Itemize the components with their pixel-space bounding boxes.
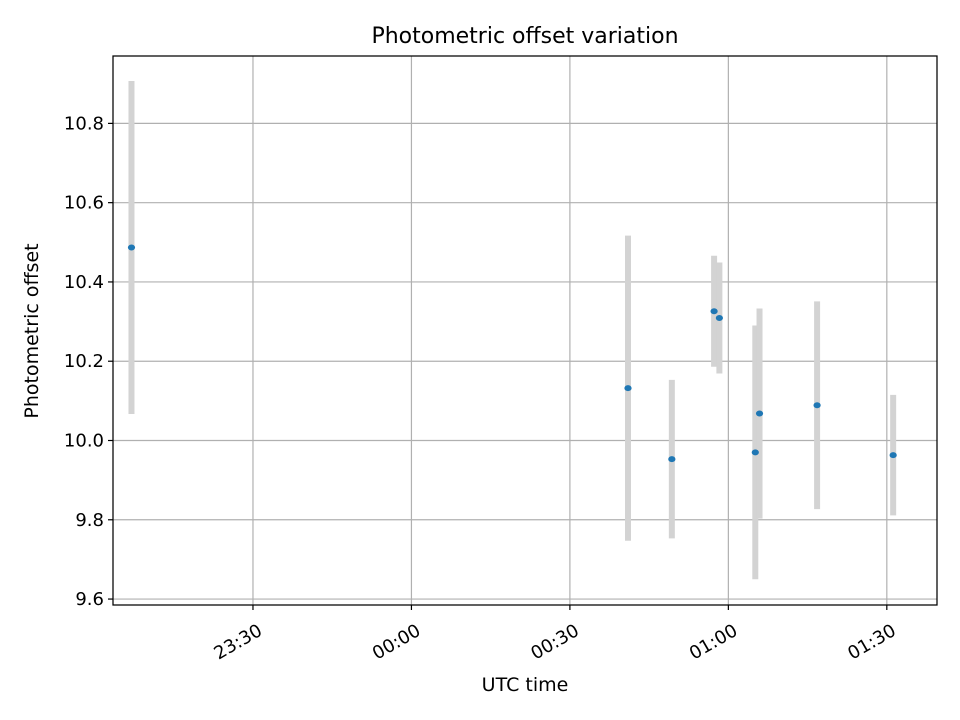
y-axis-label: Photometric offset	[21, 243, 43, 418]
y-tick-label: 9.6	[75, 589, 104, 610]
data-point	[624, 385, 632, 392]
data-point	[813, 402, 821, 409]
data-point	[715, 315, 723, 322]
y-tick-label: 10.8	[64, 113, 104, 134]
y-axis: 9.6 9.8 10.0 10.2 10.4 10.6 10.8	[64, 113, 113, 610]
data-point	[668, 456, 676, 463]
y-tick-label: 10.0	[64, 430, 104, 451]
data-point	[127, 244, 136, 251]
grid	[113, 56, 937, 605]
plot-frame	[112, 55, 938, 606]
y-tick-label: 9.8	[75, 510, 104, 531]
data-point	[755, 410, 764, 417]
y-tick-label: 10.2	[64, 351, 104, 372]
data-point	[889, 452, 897, 459]
y-tick-label: 10.4	[64, 272, 104, 293]
chart-title: Photometric offset variation	[371, 24, 678, 49]
data-points	[127, 244, 897, 463]
data-point	[751, 449, 759, 456]
data-point	[710, 308, 718, 315]
x-axis-label: UTC time	[482, 674, 569, 696]
y-tick-label: 10.6	[64, 193, 104, 214]
